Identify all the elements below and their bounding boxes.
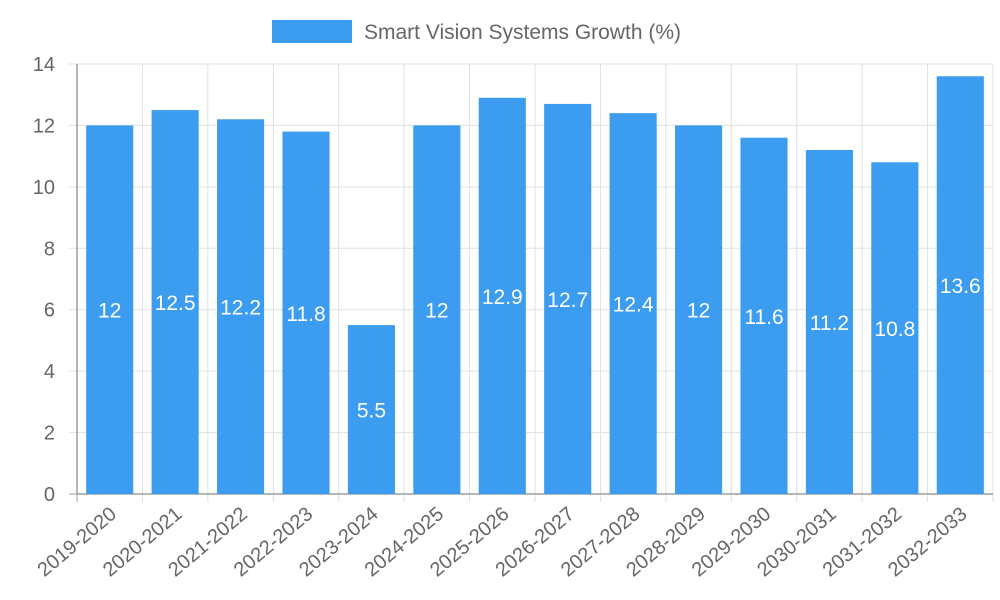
bar-2026-2027[interactable] xyxy=(544,103,592,494)
bar-2020-2021[interactable] xyxy=(151,110,199,495)
y-tick-label: 10 xyxy=(33,177,55,199)
bar-2029-2030[interactable] xyxy=(740,137,788,494)
bar-2021-2022[interactable] xyxy=(217,119,265,495)
y-tick-label: 8 xyxy=(44,238,55,260)
data-label: 13.6 xyxy=(940,275,981,298)
y-tick-label: 0 xyxy=(44,484,55,506)
y-tick-label: 4 xyxy=(44,361,55,383)
bar-2019-2020[interactable] xyxy=(86,125,134,494)
x-axis-ticks: 2019-20202020-20212021-20222022-20232023… xyxy=(34,503,972,581)
data-label: 12.5 xyxy=(155,292,196,315)
bar-2023-2024[interactable] xyxy=(347,325,395,494)
data-label: 12.7 xyxy=(547,289,588,312)
bar-2024-2025[interactable] xyxy=(413,125,461,494)
bar-2025-2026[interactable] xyxy=(478,97,526,495)
legend-swatch xyxy=(272,20,352,43)
y-tick-label: 2 xyxy=(44,423,55,445)
bars xyxy=(86,76,984,495)
bar-2022-2023[interactable] xyxy=(282,131,330,495)
data-label: 11.2 xyxy=(810,312,849,335)
data-label: 10.8 xyxy=(874,318,915,341)
bar-2032-2033[interactable] xyxy=(936,76,984,495)
bar-2030-2031[interactable] xyxy=(805,150,853,494)
y-axis-ticks: 0 2 4 6 8 10 12 14 xyxy=(33,54,55,506)
data-label: 11.6 xyxy=(744,306,783,329)
legend[interactable]: Smart Vision Systems Growth (%) xyxy=(272,20,681,44)
data-label: 5.5 xyxy=(357,400,386,423)
data-label: 12 xyxy=(687,300,710,323)
legend-label: Smart Vision Systems Growth (%) xyxy=(364,21,681,44)
data-labels: 12 12.5 12.2 11.8 5.5 12 12.9 12.7 12.4 12 11.6 11.… xyxy=(98,275,981,422)
data-label: 12.4 xyxy=(613,294,654,317)
grid-lines xyxy=(69,63,994,502)
data-label: 12.2 xyxy=(220,297,261,320)
y-tick-label: 6 xyxy=(44,300,55,322)
y-tick-label: 14 xyxy=(33,54,55,76)
bar-2028-2029[interactable] xyxy=(675,125,723,494)
data-label: 12.9 xyxy=(482,286,523,309)
bar-2027-2028[interactable] xyxy=(609,113,657,495)
bar-2031-2032[interactable] xyxy=(871,162,919,495)
data-label: 12 xyxy=(425,300,448,323)
data-label: 11.8 xyxy=(286,303,325,326)
y-tick-label: 12 xyxy=(33,115,55,137)
data-label: 12 xyxy=(98,300,121,323)
